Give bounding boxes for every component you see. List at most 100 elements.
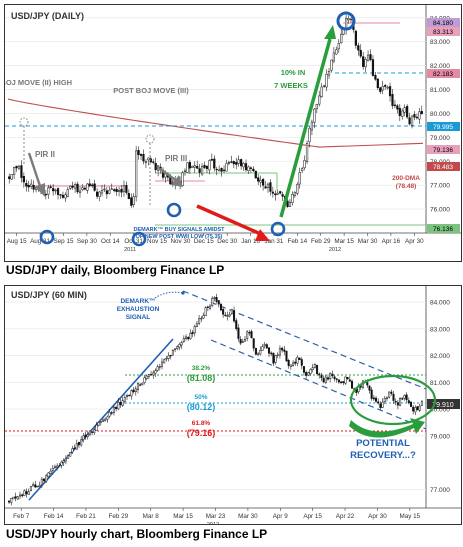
price-tag: 83.313: [433, 29, 453, 36]
candle-body: [69, 185, 72, 189]
dma-label-1: 200-DMA: [392, 175, 420, 182]
y-tick-label: 83.000: [430, 326, 450, 333]
y-tick-label: 84.000: [430, 300, 450, 307]
candle-body: [93, 183, 96, 191]
candle-body: [318, 373, 321, 376]
price-tag: 78.483: [433, 164, 453, 171]
candle-body: [311, 367, 314, 370]
candle-body: [218, 169, 221, 172]
candle-body: [333, 376, 336, 379]
daily-price-tags: 84.180 83.313 82.183 79.995 79.136 78.48…: [427, 18, 460, 233]
candle-body: [53, 466, 56, 468]
consolidation-ellipse: [349, 374, 437, 426]
candle-body: [32, 484, 35, 487]
candle-body: [122, 185, 126, 192]
pir-iii-arrow: [156, 166, 178, 182]
candle-body: [224, 314, 227, 317]
candle-body: [98, 191, 101, 198]
candle-body: [379, 87, 382, 92]
candle-body: [200, 166, 204, 175]
candle-body: [266, 183, 270, 188]
candle-body: [152, 372, 155, 376]
candle-body: [59, 194, 62, 196]
candle-body: [21, 494, 24, 497]
candle-body: [222, 308, 225, 315]
candle-body: [66, 189, 69, 197]
candle-body: [132, 196, 135, 205]
candle-body: [259, 350, 262, 355]
candle-body: [248, 332, 251, 334]
candle-body: [293, 191, 296, 196]
dma-line: [7, 98, 424, 148]
candle-body: [381, 86, 384, 91]
candle-body: [136, 383, 139, 390]
candle-body: [193, 326, 196, 334]
candle-body: [399, 397, 402, 406]
candle-body: [67, 455, 70, 459]
dma-label-2: (78.48): [396, 183, 417, 190]
candle-body: [401, 110, 404, 117]
candle-body: [110, 188, 113, 190]
candle-body: [285, 350, 288, 362]
candle-body: [376, 78, 379, 89]
candle-body: [335, 378, 338, 380]
pir-iii-label: PIR III: [165, 154, 187, 163]
candle-body: [71, 448, 74, 453]
candle-body: [38, 485, 41, 488]
x-tick-label: Feb 7: [13, 513, 30, 520]
candle-body: [254, 170, 257, 179]
hourly-candles: [8, 293, 423, 506]
candle-body: [292, 362, 295, 366]
candle-body: [385, 397, 388, 399]
candle-body: [167, 355, 170, 359]
candle-body: [414, 407, 417, 413]
candle-body: [186, 162, 189, 173]
hourly-chart: 84.000 83.000 82.000 81.000 80.000 79.000 77.0…: [5, 286, 461, 528]
candle-body: [264, 186, 267, 189]
y-tick-label: 82.000: [430, 63, 450, 70]
candle-body: [125, 184, 128, 193]
candle-body: [103, 188, 106, 191]
candle-body: [377, 401, 380, 404]
candle-body: [230, 309, 233, 314]
pir-ii-label: PIR II: [35, 150, 55, 159]
candle-body: [180, 342, 183, 346]
candle-body: [313, 364, 316, 368]
exhaustion-text-1: DEMARK™: [120, 298, 155, 305]
x-tick-label: Jan 31: [265, 238, 284, 245]
candle-body: [73, 447, 76, 450]
fib-50-value: (80.12): [187, 402, 216, 412]
candle-body: [252, 338, 255, 349]
candle-body: [49, 470, 52, 474]
demark-circles: [39, 11, 356, 247]
candle-body: [123, 397, 126, 402]
boj-ii-annotation: POST BOJ MOVE (II) HIGH: [0, 78, 72, 165]
candle-body: [270, 352, 273, 355]
candle-body: [281, 347, 284, 351]
candle-body: [294, 361, 297, 364]
candle-body: [47, 472, 50, 477]
candle-body: [247, 166, 250, 171]
candle-body: [64, 194, 67, 199]
candle-body: [12, 167, 16, 175]
candle-body: [390, 391, 393, 394]
pir-iii-arrowhead: [171, 175, 183, 187]
candle-body: [12, 496, 15, 500]
candle-body: [127, 192, 130, 199]
x-tick-label: Apr 30: [405, 238, 424, 245]
x-tick-label: Feb 21: [76, 513, 96, 520]
daily-chart-panel: 84.00083.00082.00081.00080.00079.00078.0…: [0, 4, 462, 262]
demark-circle-5: [336, 11, 356, 31]
channel-top: [182, 290, 427, 390]
x-tick-label: Jan 16: [241, 238, 260, 245]
candle-body: [182, 337, 185, 342]
candle-body: [409, 401, 413, 407]
decline-arrow: [196, 204, 264, 237]
candle-body: [86, 434, 89, 438]
candle-body: [383, 397, 386, 403]
candle-body: [77, 442, 81, 445]
candle-body: [49, 186, 52, 188]
candle-body: [196, 166, 199, 169]
y-tick-label: 79.000: [430, 135, 450, 142]
candle-body: [74, 184, 77, 189]
